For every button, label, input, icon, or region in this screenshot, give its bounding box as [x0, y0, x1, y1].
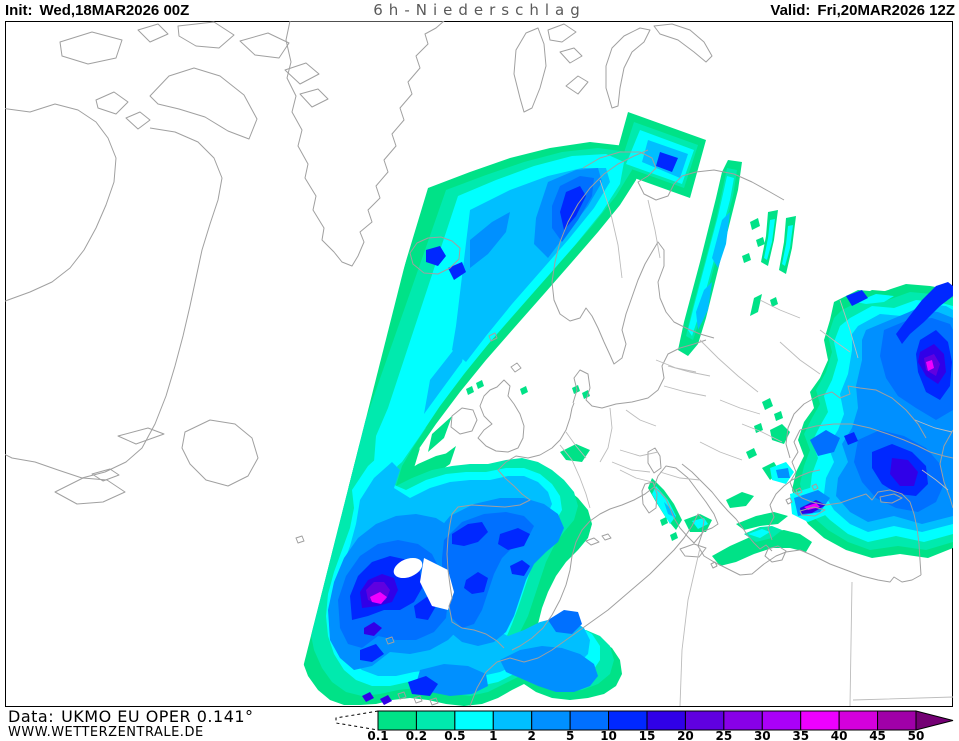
scale-segment	[800, 710, 840, 731]
data-source-value: UKMO EU OPER 0.141°	[61, 707, 254, 726]
scale-tick-label: 1	[489, 729, 497, 741]
scale-tick-label: 0.1	[367, 729, 388, 741]
scale-tick-label: 45	[869, 729, 886, 741]
coast-labrador	[0, 128, 222, 478]
map-title: 6h-Niederschlag	[373, 1, 586, 19]
scale-segment	[761, 710, 802, 731]
scale-segment	[569, 710, 610, 731]
coast-balkans-greece	[682, 464, 825, 562]
coast-novaya-zemlya	[606, 24, 712, 108]
scale-tick-label: 25	[716, 729, 733, 741]
scale-segment	[454, 710, 494, 731]
init-value: Wed,18MAR2026 00Z	[39, 2, 190, 19]
scale-tick-label: 35	[792, 729, 809, 741]
init-time: Init: Wed,18MAR2026 00Z	[5, 2, 189, 19]
scale-segment	[377, 710, 417, 731]
scale-segment	[531, 710, 571, 731]
scale-lead-in	[336, 711, 378, 730]
valid-time: Valid: Fri,20MAR2026 12Z	[770, 2, 955, 19]
scale-tick-label: 40	[831, 729, 848, 741]
scale-tick-label: 0.2	[406, 729, 427, 741]
scale-tick-label: 50	[908, 729, 925, 741]
scale-tick-label: 20	[677, 729, 694, 741]
coast-scandinavia	[552, 150, 714, 364]
coast-north-africa	[470, 514, 921, 706]
scale-tick-label: 15	[639, 729, 656, 741]
storm-dry-slot	[393, 557, 454, 610]
scale-segment	[492, 710, 533, 731]
valid-value: Fri,20MAR2026 12Z	[817, 2, 955, 19]
coast-greenland	[286, 21, 444, 266]
scale-segment	[415, 710, 456, 731]
scale-tick-label: 2	[528, 729, 536, 741]
coast-newfoundland	[55, 420, 258, 504]
scale-tick-label: 10	[600, 729, 617, 741]
data-source: Data: UKMO EU OPER 0.141°	[8, 707, 254, 726]
coast-britain	[451, 333, 524, 452]
data-source-label: Data:	[8, 707, 55, 726]
coast-france-iberia	[447, 455, 654, 650]
coast-iceland	[410, 237, 460, 274]
coast-canada-arctic	[60, 22, 328, 139]
website: WWW.WETTERZENTRALE.DE	[8, 725, 204, 740]
coast-italy	[586, 448, 718, 568]
scale-segment	[684, 710, 725, 731]
init-label: Init:	[5, 2, 33, 19]
country-borders	[560, 180, 953, 706]
precipitation-field	[293, 112, 953, 706]
scale-segment	[646, 710, 686, 731]
coast-black-sea	[786, 386, 953, 458]
precip-scale: 0.1 0.2 0.5 1 2 5 10 15 20 25 30 35 40 45 50	[336, 710, 954, 741]
scale-tick-label: 30	[754, 729, 771, 741]
scale-tick-label: 0.5	[444, 729, 465, 741]
coast-turkey-levant	[790, 430, 953, 575]
coast-svalbard	[514, 24, 588, 112]
coast-atlantic-islands	[296, 536, 438, 705]
valid-label: Valid:	[770, 2, 811, 19]
scale-overflow-arrow	[915, 710, 954, 731]
scale-tick-label: 5	[566, 729, 574, 741]
coast-hudson-bay	[0, 104, 116, 303]
coast-baltic	[540, 340, 706, 455]
scale-segment	[723, 710, 763, 731]
scale-segment	[608, 710, 648, 731]
coast-russia-north	[583, 152, 784, 200]
coastlines	[0, 21, 953, 706]
scale-segment	[877, 710, 917, 731]
scale-segment	[838, 710, 879, 731]
